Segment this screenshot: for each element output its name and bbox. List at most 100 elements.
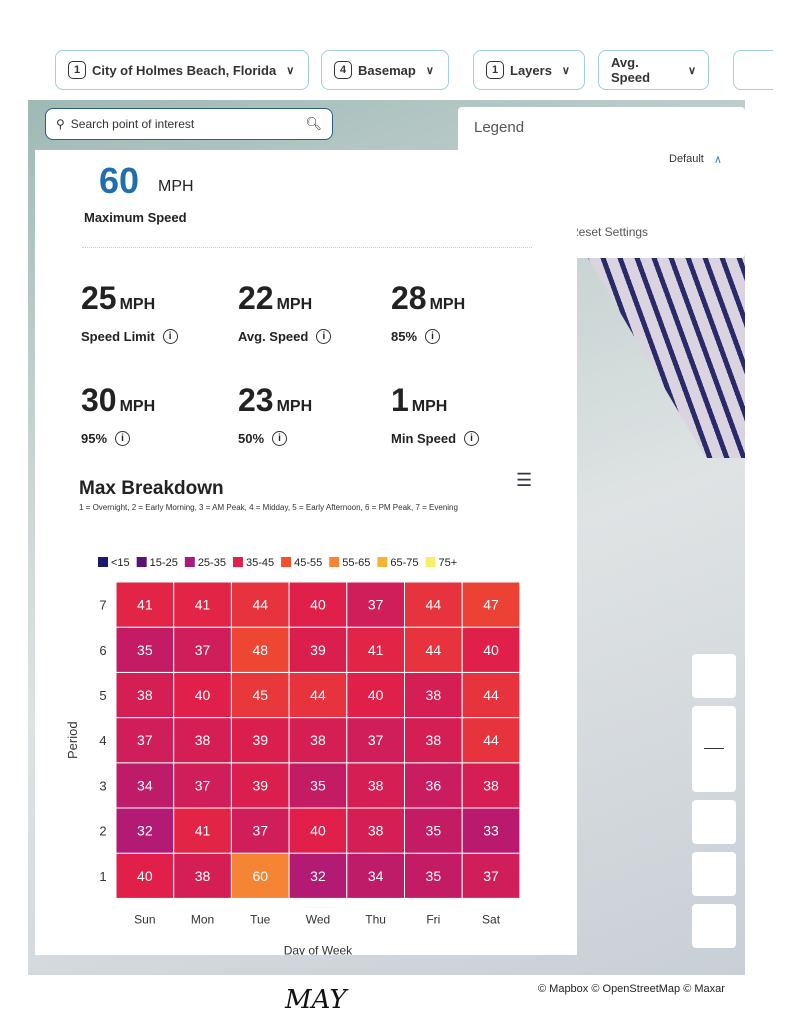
cell-label: 38 <box>483 777 499 793</box>
stat-value: 30 <box>81 382 117 418</box>
cell-label: 37 <box>368 597 384 613</box>
cell-label: 39 <box>310 642 326 658</box>
legend-swatch <box>377 557 388 567</box>
cell-label: 38 <box>137 687 153 703</box>
heatmap-chart: <15 15-25 25-35 35-45 45-55 55-65 65-75 75+ 40 38… <box>65 557 521 955</box>
cell-label: 35 <box>310 777 326 793</box>
heatmap-cell <box>461 807 521 854</box>
cell-label: 35 <box>426 823 442 839</box>
heatmap-cell <box>230 626 290 673</box>
search-input[interactable]: ⚲ Search point of interest 🔍︎ <box>45 108 333 140</box>
x-tick-label: Thu <box>365 912 386 926</box>
cell-label: 41 <box>195 823 211 839</box>
y-tick-label: 4 <box>99 733 106 748</box>
legend-preset-dropdown[interactable]: Default ∧ <box>669 153 722 166</box>
heatmap-cell <box>461 762 521 809</box>
cell-label: 36 <box>426 777 442 793</box>
reset-settings-button[interactable]: Reset Settings <box>570 225 649 239</box>
cell-label: 41 <box>195 597 211 613</box>
metric-dropdown[interactable]: Avg. Speed ∨ <box>598 50 709 90</box>
heatmap-cell <box>346 762 405 809</box>
cell-label: 40 <box>137 868 153 884</box>
info-icon[interactable]: i <box>115 431 131 446</box>
chart-menu-icon[interactable]: ☰ <box>516 470 533 490</box>
heatmap-cell <box>230 671 290 719</box>
stat-label: 50% <box>238 431 265 446</box>
x-tick-label: Wed <box>306 912 330 926</box>
cell-label: 48 <box>252 642 268 658</box>
heatmap-cell <box>346 671 405 719</box>
stat-label: 85% <box>391 329 418 344</box>
cell-label: 40 <box>310 823 326 839</box>
cell-label: 44 <box>426 597 442 613</box>
stat-value: 22 <box>238 280 274 316</box>
y-tick-label: 3 <box>99 778 106 793</box>
zoom-out-icon[interactable] <box>704 748 724 749</box>
legend-label: 65-75 <box>390 557 418 569</box>
cell-label: 38 <box>195 868 211 884</box>
cell-label: 44 <box>483 687 499 703</box>
legend-swatch <box>329 557 340 567</box>
cell-label: 35 <box>426 868 442 884</box>
location-label: City of Holmes Beach, Florida <box>92 62 277 78</box>
info-icon[interactable]: i <box>162 329 178 344</box>
map-control-button[interactable] <box>692 904 736 948</box>
y-tick-label: 2 <box>99 824 106 839</box>
heatmap-cell <box>173 807 232 854</box>
info-icon[interactable]: i <box>272 431 288 446</box>
stat-unit: MPH <box>429 296 466 313</box>
legend-swatch <box>281 557 292 567</box>
chevron-down-icon: ∨ <box>561 64 570 77</box>
cell-label: 40 <box>368 687 384 703</box>
legend-swatch <box>136 557 147 567</box>
basemap-dropdown[interactable]: 4 Basemap ∨ <box>321 50 449 90</box>
cell-label: 33 <box>483 823 499 839</box>
layers-dropdown[interactable]: 1 Layers ∨ <box>473 50 585 90</box>
x-tick-label: Sat <box>482 912 501 926</box>
heatmap-cell <box>230 581 290 628</box>
cell-label: 34 <box>368 868 384 884</box>
cell-label: 40 <box>310 597 326 613</box>
chevron-down-icon: ∨ <box>687 64 696 77</box>
x-axis-label: Day of Week <box>284 943 353 955</box>
cell-label: 37 <box>252 823 268 839</box>
cell-label: 38 <box>426 687 442 703</box>
cell-label: 47 <box>483 597 499 613</box>
stat-unit: MPH <box>276 398 313 415</box>
legend-label: 25-35 <box>198 557 226 569</box>
map-control-button[interactable] <box>692 800 736 844</box>
layers-label: Layers <box>510 62 552 78</box>
map-control-button[interactable] <box>692 654 736 698</box>
info-icon[interactable]: i <box>464 431 480 446</box>
legend-swatch <box>425 557 436 567</box>
stat-95th: 30 MPH 95% i <box>81 382 231 446</box>
handwritten-note: MAY <box>285 985 347 1015</box>
more-dropdown[interactable] <box>733 50 773 90</box>
heatmap-cell <box>230 717 290 764</box>
stat-label: 95% <box>81 431 108 446</box>
stat-value: 28 <box>391 280 427 316</box>
heatmap-cell <box>404 671 463 719</box>
stat-unit: MPH <box>119 296 156 313</box>
heatmap-cell <box>288 807 348 854</box>
map-control-button[interactable] <box>692 852 736 896</box>
info-icon[interactable]: i <box>425 329 441 344</box>
cell-label: 38 <box>310 732 326 748</box>
stat-value: 23 <box>238 382 274 418</box>
info-icon[interactable]: i <box>316 329 332 344</box>
legend-swatch <box>98 557 108 567</box>
search-icon[interactable]: 🔍︎ <box>305 116 322 131</box>
x-tick-label: Fri <box>426 912 440 926</box>
stat-avg-speed: 22 MPH Avg. Speed i <box>238 280 388 344</box>
heatmap-cell <box>288 762 348 809</box>
zoom-control[interactable] <box>692 706 736 792</box>
cell-label: 41 <box>368 642 384 658</box>
y-tick-label: 7 <box>99 598 106 613</box>
cell-label: 40 <box>483 642 499 658</box>
cell-label: 38 <box>368 823 384 839</box>
chart-title: Max Breakdown <box>79 478 224 499</box>
chevron-down-icon: ∨ <box>286 64 295 77</box>
location-dropdown[interactable]: 1 City of Holmes Beach, Florida ∨ <box>55 50 309 90</box>
stat-unit: MPH <box>119 398 156 415</box>
y-tick-label: 1 <box>99 869 106 884</box>
